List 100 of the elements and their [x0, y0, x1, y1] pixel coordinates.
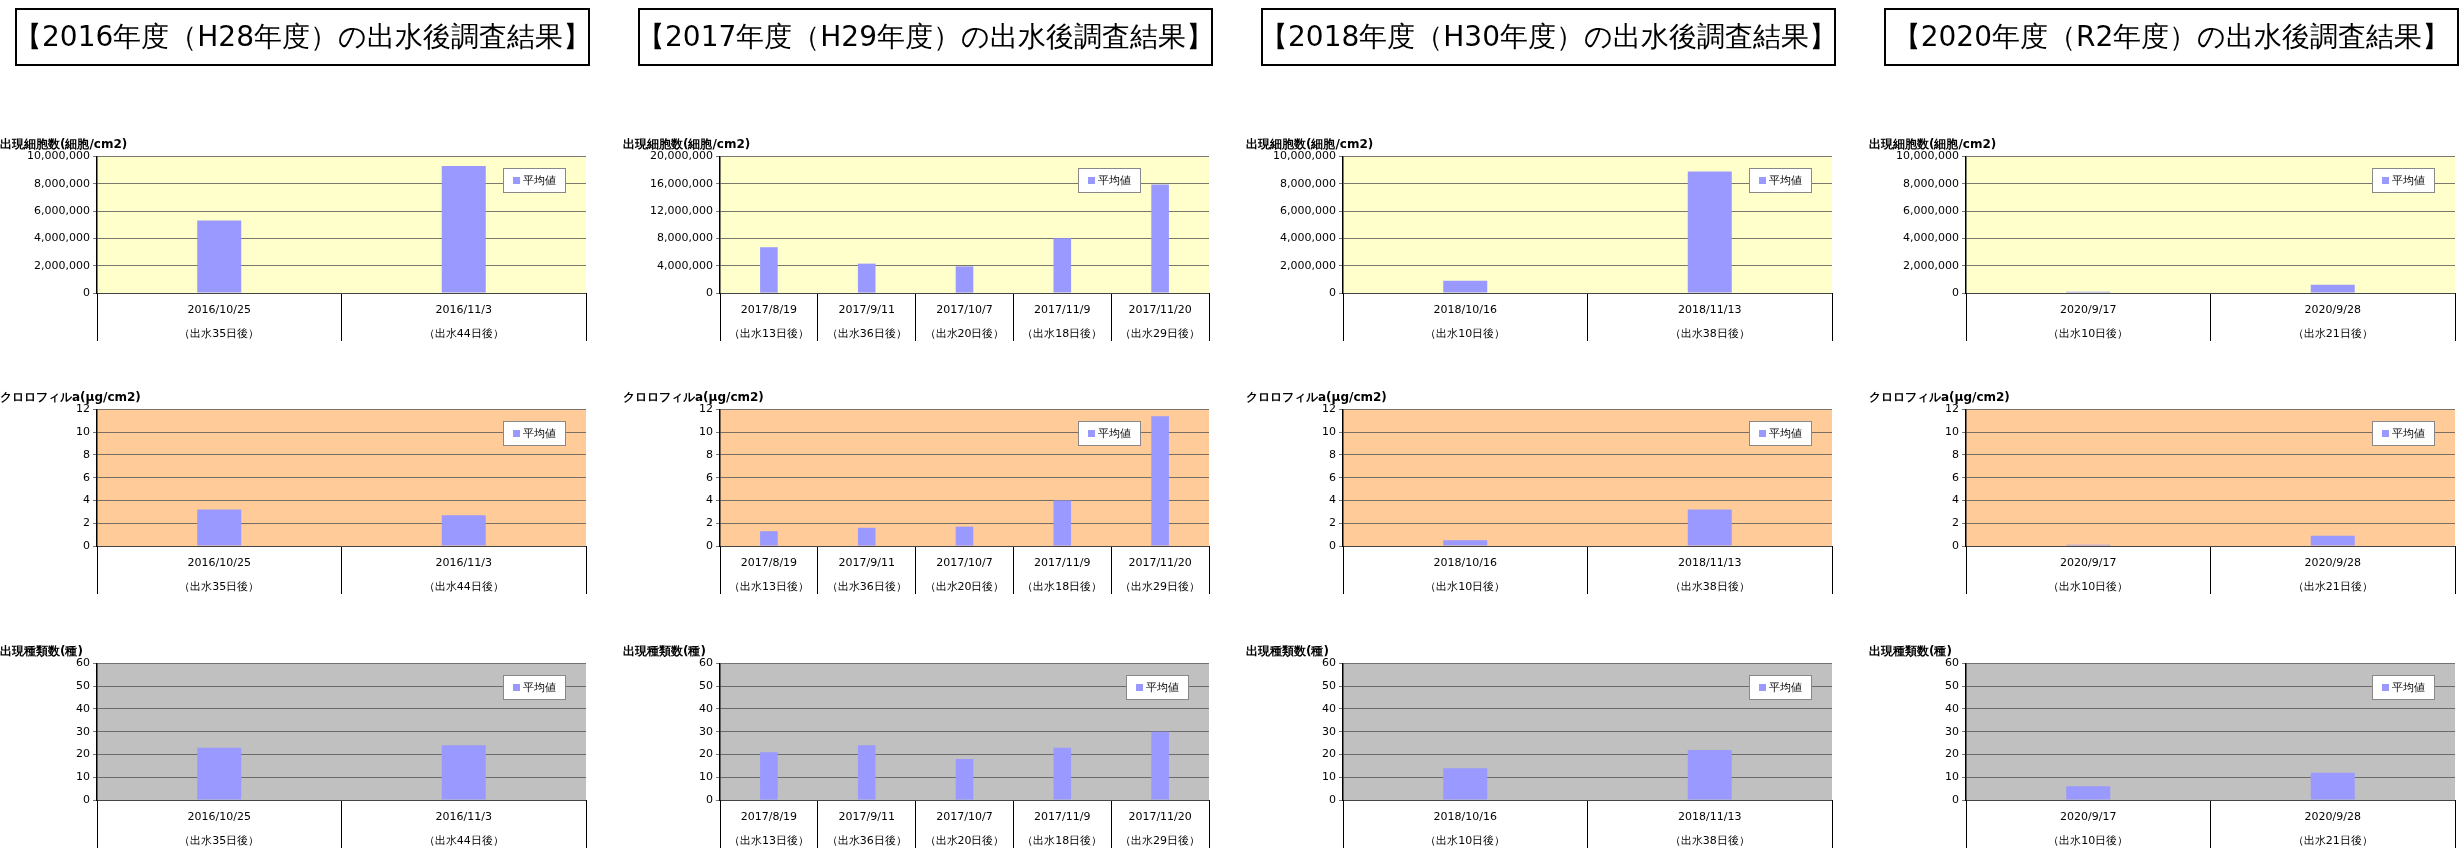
x-tick-label: 2017/11/9 （出水18日後）	[1022, 556, 1103, 593]
y-tick-label: 10	[1322, 425, 1336, 439]
bar	[1053, 747, 1072, 800]
y-tick-label: 30	[699, 724, 713, 738]
y-tick-label: 6,000,000	[1903, 203, 1959, 217]
x-tick-label: 2020/9/17 （出水10日後）	[2048, 303, 2129, 340]
y-tick-label: 0	[706, 792, 713, 806]
y-tick-label: 40	[1945, 701, 1959, 715]
y-tick-label: 20	[1945, 747, 1959, 761]
y-tick-label: 2	[1329, 516, 1336, 530]
y-tick-label: 50	[76, 679, 90, 693]
bar	[1053, 238, 1072, 293]
y-tick-label: 16,000,000	[650, 176, 713, 190]
y-tick-label: 6	[83, 470, 90, 484]
x-tick-label: 2016/10/25 （出水35日後）	[179, 303, 260, 340]
x-tick-label: 2020/9/28 （出水21日後）	[2292, 303, 2373, 340]
y-tick-label: 10	[76, 770, 90, 784]
legend-label: 平均値	[2392, 173, 2425, 189]
y-tick-label: 8,000,000	[1903, 176, 1959, 190]
y-tick-label: 8	[83, 447, 90, 461]
x-tick-label: 2017/9/11 （出水36日後）	[826, 810, 907, 847]
y-tick-label: 8,000,000	[34, 176, 90, 190]
y-axis-title: 出現細胞数(細胞/cm2)	[1246, 137, 1374, 152]
y-tick-label: 10	[1945, 770, 1959, 784]
y-tick-label: 50	[699, 679, 713, 693]
y-tick-label: 10	[76, 425, 90, 439]
y-tick-label: 10,000,000	[1896, 149, 1959, 163]
y-tick-label: 20	[76, 747, 90, 761]
x-tick-label: 2020/9/17 （出水10日後）	[2048, 810, 2129, 847]
bar	[1053, 500, 1072, 546]
y-axis-title: 出現細胞数(細胞/cm2)	[623, 137, 751, 152]
y-tick-label: 0	[1329, 538, 1336, 552]
y-tick-label: 60	[699, 656, 713, 670]
x-tick-label: 2016/11/3 （出水44日後）	[423, 303, 504, 340]
y-axis-title: クロロフィルa(μg/cm2)	[623, 390, 764, 405]
y-tick-label: 0	[83, 285, 90, 299]
y-tick-label: 40	[76, 701, 90, 715]
y-tick-label: 40	[699, 701, 713, 715]
y-tick-label: 4,000,000	[34, 231, 90, 245]
y-tick-label: 6	[1952, 470, 1959, 484]
legend-label: 平均値	[1098, 173, 1132, 189]
y-tick-label: 10,000,000	[27, 149, 90, 163]
y-tick-label: 0	[706, 285, 713, 299]
x-tick-label: 2020/9/28 （出水21日後）	[2292, 556, 2373, 593]
y-tick-label: 6,000,000	[34, 203, 90, 217]
legend-label: 平均値	[523, 426, 556, 442]
legend-label: 平均値	[1769, 426, 1802, 442]
y-tick-label: 4	[706, 493, 713, 507]
y-tick-label: 2,000,000	[34, 258, 90, 272]
y-tick-label: 12,000,000	[650, 203, 713, 217]
chart-title: 【2018年度（H30年度）の出水後調査結果】	[1260, 8, 1837, 66]
x-tick-label: 2017/11/20 （出水29日後）	[1120, 810, 1201, 847]
legend-label: 平均値	[523, 173, 556, 189]
y-axis-title: クロロフィルa(μg/cm2)	[1869, 390, 2010, 405]
y-tick-label: 8	[706, 447, 713, 461]
bar	[1151, 416, 1169, 546]
y-axis-title: 出現種類数(種)	[1246, 644, 1329, 659]
y-axis-title: クロロフィルa(μg/cm2)	[1246, 390, 1387, 405]
x-tick-label: 2018/10/16 （出水10日後）	[1425, 303, 1506, 340]
y-tick-label: 8,000,000	[657, 231, 713, 245]
x-tick-label: 2018/10/16 （出水10日後）	[1425, 556, 1506, 593]
y-tick-label: 50	[1945, 679, 1959, 693]
y-tick-label: 30	[1945, 724, 1959, 738]
x-tick-label: 2017/11/9 （出水18日後）	[1022, 810, 1103, 847]
y-tick-label: 50	[1322, 679, 1336, 693]
y-tick-label: 4,000,000	[657, 258, 713, 272]
x-tick-label: 2017/11/9 （出水18日後）	[1022, 303, 1103, 340]
x-tick-label: 2017/10/7 （出水20日後）	[924, 303, 1005, 340]
x-tick-label: 2017/9/11 （出水36日後）	[826, 303, 907, 340]
x-tick-label: 2017/8/19 （出水13日後）	[728, 810, 809, 847]
y-tick-label: 6	[1329, 470, 1336, 484]
y-tick-label: 60	[76, 656, 90, 670]
x-tick-label: 2018/10/16 （出水10日後）	[1425, 810, 1506, 847]
y-tick-label: 20,000,000	[650, 149, 713, 163]
y-tick-label: 8	[1329, 447, 1336, 461]
y-tick-label: 60	[1322, 656, 1336, 670]
x-tick-label: 2017/8/19 （出水13日後）	[728, 303, 809, 340]
bar	[760, 752, 778, 800]
y-tick-label: 0	[706, 538, 713, 552]
y-tick-label: 4,000,000	[1903, 231, 1959, 245]
bar	[857, 745, 876, 800]
x-tick-label: 2020/9/17 （出水10日後）	[2048, 556, 2129, 593]
chart-title: 【2017年度（H29年度）の出水後調査結果】	[637, 8, 1214, 66]
legend-label: 平均値	[1769, 173, 1802, 189]
x-tick-label: 2016/10/25 （出水35日後）	[179, 810, 260, 847]
x-tick-label: 2016/11/3 （出水44日後）	[423, 810, 504, 847]
y-tick-label: 10,000,000	[1273, 149, 1336, 163]
y-tick-label: 0	[83, 792, 90, 806]
y-axis-title: 出現種類数(種)	[0, 644, 83, 659]
y-tick-label: 10	[699, 770, 713, 784]
x-tick-label: 2017/8/19 （出水13日後）	[728, 556, 809, 593]
legend-label: 平均値	[2392, 426, 2425, 442]
bar	[760, 531, 778, 546]
y-tick-label: 10	[1945, 425, 1959, 439]
legend-label: 平均値	[2392, 680, 2425, 696]
y-axis-title: 出現種類数(種)	[1869, 644, 1952, 659]
y-tick-label: 20	[699, 747, 713, 761]
y-tick-label: 60	[1945, 656, 1959, 670]
y-tick-label: 4,000,000	[1280, 231, 1336, 245]
y-tick-label: 6,000,000	[1280, 203, 1336, 217]
